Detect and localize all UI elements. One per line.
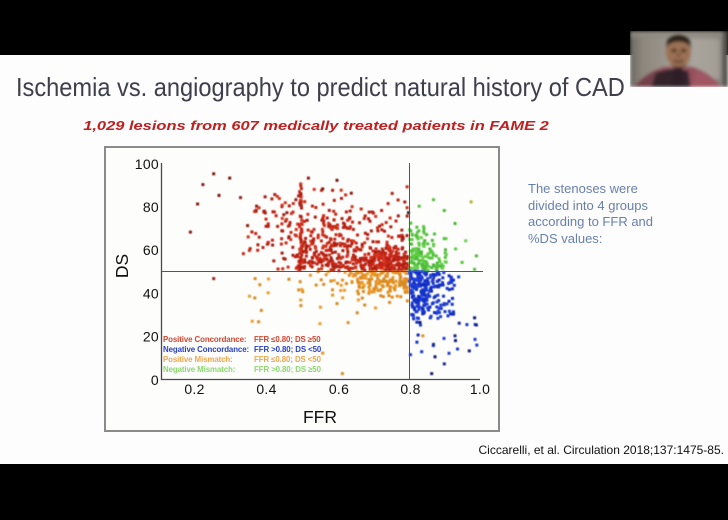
svg-text:FFR: FFR [303, 407, 337, 427]
svg-text:100: 100 [135, 156, 159, 172]
svg-text:Negative Mismatch:: Negative Mismatch: [163, 365, 235, 374]
svg-text:60: 60 [143, 242, 159, 258]
svg-text:FFR >0.80; DS ≥50: FFR >0.80; DS ≥50 [254, 365, 322, 374]
svg-text:40: 40 [143, 285, 159, 301]
svg-text:0.8: 0.8 [400, 381, 420, 397]
svg-text:DS: DS [112, 254, 132, 278]
svg-text:Positive Concordance:: Positive Concordance: [163, 335, 246, 344]
svg-text:20: 20 [143, 329, 159, 345]
svg-text:0.2: 0.2 [184, 381, 204, 397]
svg-text:0.4: 0.4 [256, 381, 276, 397]
svg-text:1.0: 1.0 [470, 381, 490, 397]
svg-text:Positive Mismatch:: Positive Mismatch: [163, 355, 233, 364]
svg-text:Negative Concordance:: Negative Concordance: [163, 345, 249, 354]
svg-text:FFR >0.80; DS <50: FFR >0.80; DS <50 [254, 345, 322, 354]
svg-text:FFR ≤0.80; DS ≥50: FFR ≤0.80; DS ≥50 [254, 335, 321, 344]
svg-text:0: 0 [151, 372, 159, 388]
svg-text:FFR ≤0.80; DS <50: FFR ≤0.80; DS <50 [254, 355, 322, 364]
svg-text:80: 80 [143, 199, 159, 215]
svg-text:0.6: 0.6 [329, 381, 349, 397]
